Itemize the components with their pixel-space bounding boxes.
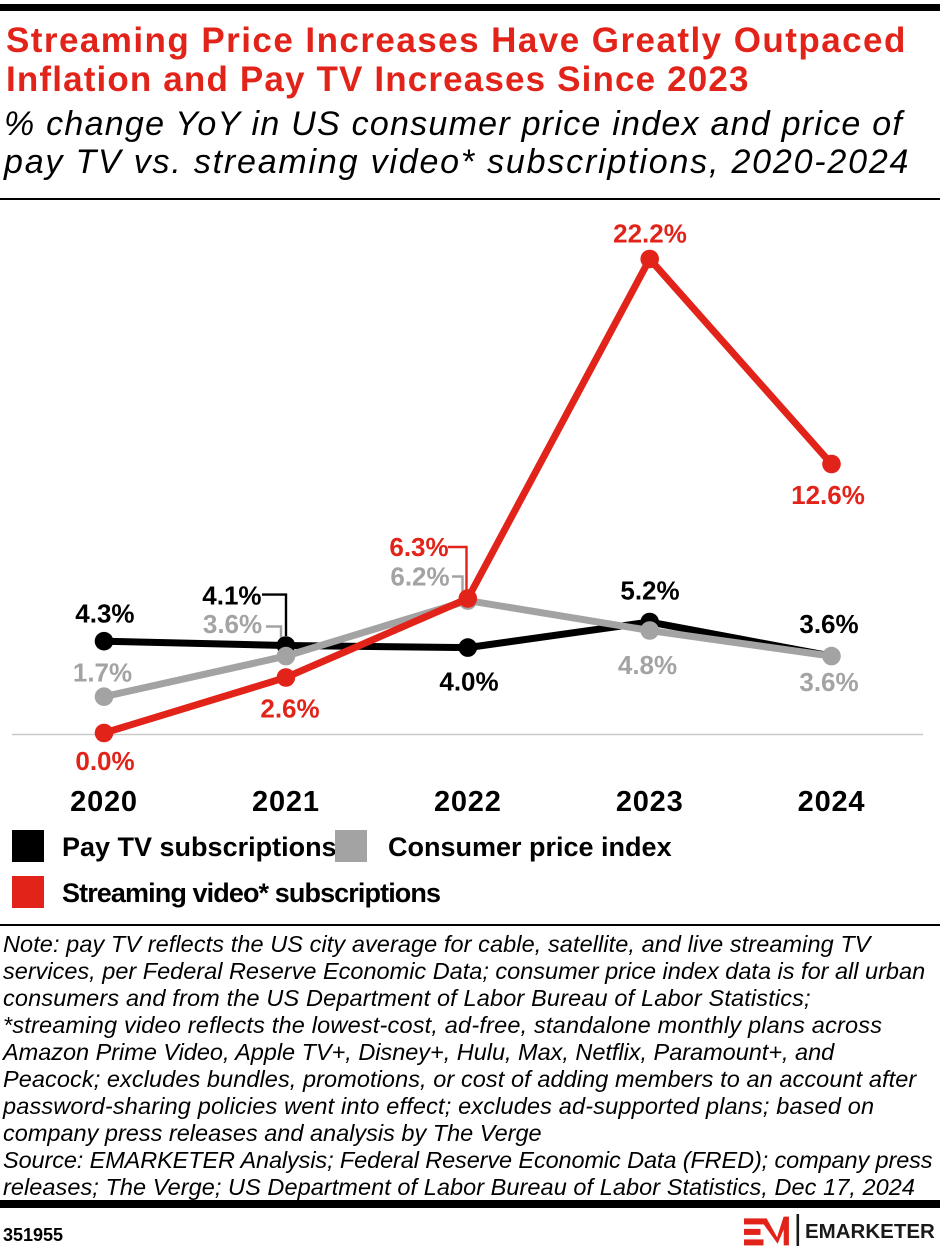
svg-text:4.1%: 4.1% bbox=[202, 581, 261, 611]
svg-text:4.3%: 4.3% bbox=[75, 599, 134, 629]
svg-text:2020: 2020 bbox=[70, 786, 138, 818]
svg-text:3.6%: 3.6% bbox=[203, 609, 262, 639]
svg-text:2022: 2022 bbox=[434, 786, 502, 818]
svg-text:0.0%: 0.0% bbox=[75, 746, 134, 776]
svg-text:22.2%: 22.2% bbox=[613, 219, 687, 249]
svg-text:3.6%: 3.6% bbox=[799, 609, 858, 639]
svg-text:2024: 2024 bbox=[798, 786, 866, 818]
svg-text:12.6%: 12.6% bbox=[791, 480, 865, 510]
svg-text:2023: 2023 bbox=[616, 786, 684, 818]
svg-text:6.2%: 6.2% bbox=[390, 562, 449, 592]
svg-text:2.6%: 2.6% bbox=[260, 694, 319, 724]
svg-text:4.8%: 4.8% bbox=[618, 650, 677, 680]
svg-text:EMARKETER: EMARKETER bbox=[805, 1220, 935, 1243]
svg-text:1.7%: 1.7% bbox=[73, 658, 132, 688]
svg-text:3.6%: 3.6% bbox=[799, 667, 858, 697]
svg-text:6.3%: 6.3% bbox=[389, 532, 448, 562]
svg-text:2021: 2021 bbox=[252, 786, 320, 818]
svg-text:4.0%: 4.0% bbox=[439, 667, 498, 697]
svg-text:5.2%: 5.2% bbox=[620, 576, 679, 606]
